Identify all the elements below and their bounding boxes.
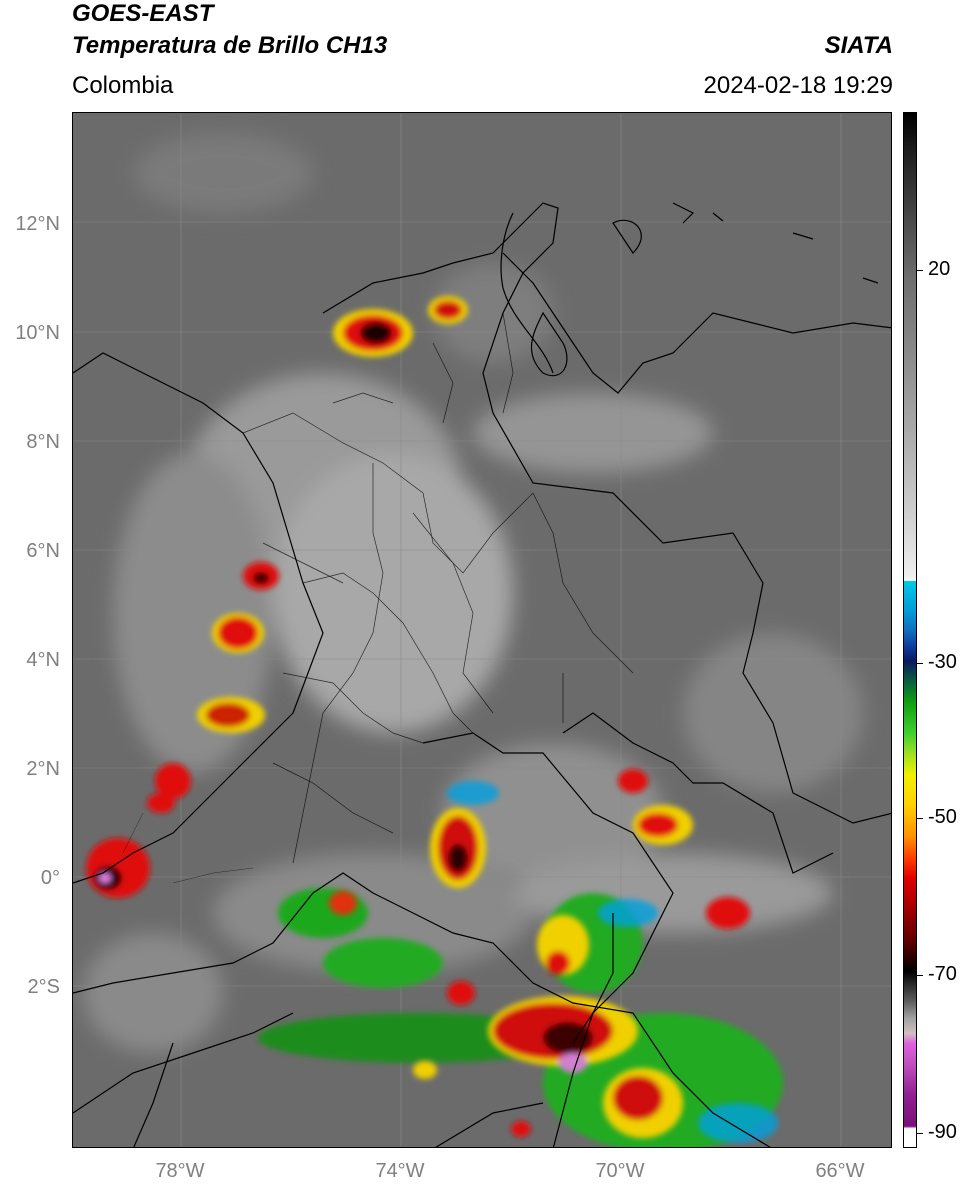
datetime-label: 2024-02-18 19:29 [703, 72, 894, 99]
colorbar-label-minus30: -30 [928, 651, 957, 673]
lat-label-12n: 12°N [15, 213, 60, 235]
colorbar-label-minus70: -70 [928, 963, 957, 985]
map-svg [73, 113, 891, 1147]
colorbar-label-minus90: -90 [928, 1121, 957, 1143]
lat-label-2n: 2°N [26, 758, 60, 780]
lat-label-0: 0° [40, 867, 60, 889]
graticule [73, 113, 891, 1147]
colorbar [903, 112, 917, 1148]
colorbar-tick [917, 818, 923, 819]
satellite-map[interactable] [72, 112, 892, 1148]
lat-label-8n: 8°N [26, 431, 60, 453]
lon-label-70w: 70°W [595, 1160, 645, 1182]
colorbar-tick [917, 1133, 923, 1134]
lon-label-74w: 74°W [375, 1160, 425, 1182]
colorbar-label-minus50: -50 [928, 806, 957, 828]
convective-cells [86, 296, 783, 1147]
colorbar-tick [917, 975, 923, 976]
colorbar-tick [917, 270, 923, 271]
satellite-title: GOES-EAST [72, 0, 214, 27]
lat-label-10n: 10°N [15, 322, 60, 344]
lat-label-2s: 2°S [27, 976, 60, 998]
colorbar-tick [917, 663, 923, 664]
region-label: Colombia [72, 72, 174, 99]
borders [73, 202, 891, 1147]
department-lines [242, 312, 634, 864]
lat-label-6n: 6°N [26, 540, 60, 562]
coast-outline [122, 812, 254, 884]
colorbar-label-20: 20 [928, 258, 951, 280]
lat-label-4n: 4°N [26, 649, 60, 671]
lon-label-66w: 66°W [815, 1160, 865, 1182]
lon-label-78w: 78°W [155, 1160, 205, 1182]
product-title: Temperatura de Brillo CH13 [72, 32, 388, 59]
org-label: SIATA [824, 32, 893, 59]
